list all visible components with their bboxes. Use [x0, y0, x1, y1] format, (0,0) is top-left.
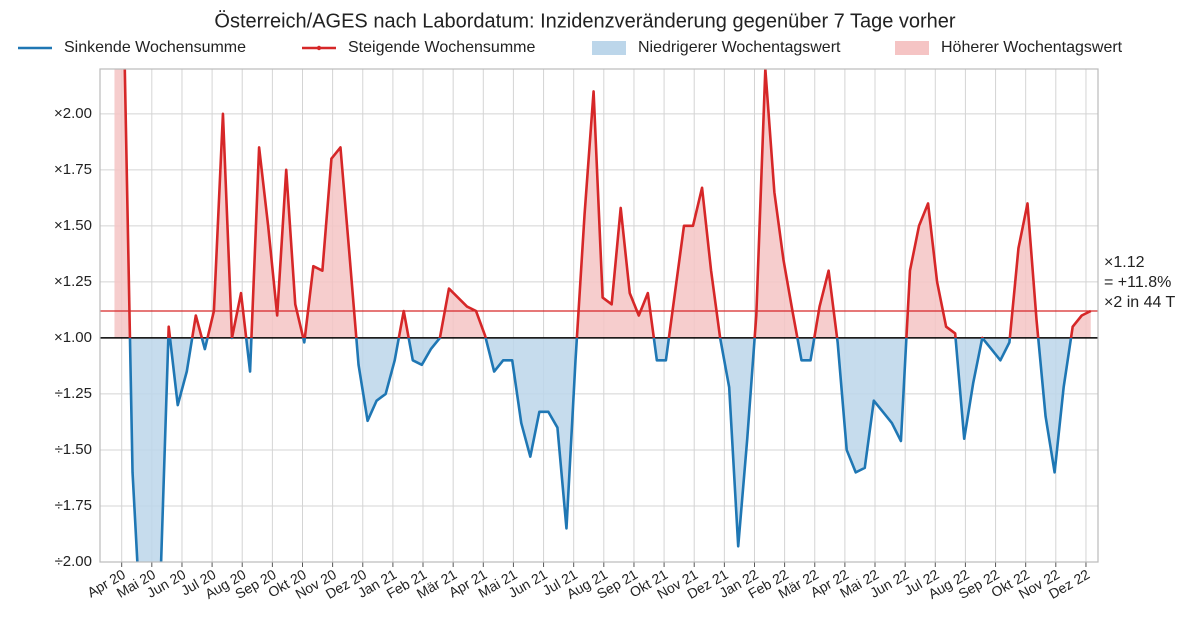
plot-frame	[99, 68, 1099, 563]
legend-swatch	[895, 41, 929, 55]
y-tick-label: ÷1.75	[55, 497, 92, 514]
y-tick-label: ×2.00	[54, 105, 92, 122]
chart-title: Österreich/AGES nach Labordatum: Inziden…	[214, 10, 956, 32]
y-tick-label: ×1.75	[54, 161, 92, 178]
area-group	[129, 337, 1072, 562]
legend-label: Höherer Wochentagswert	[941, 39, 1123, 56]
y-tick-label: ×1.00	[54, 329, 92, 346]
legend-label: Niedrigerer Wochentagswert	[638, 39, 841, 56]
y-tick-label: ÷1.25	[55, 385, 92, 402]
legend-label: Steigende Wochensumme	[348, 39, 535, 56]
legend-marker	[316, 45, 322, 51]
y-tick-label: ÷2.00	[55, 553, 92, 570]
legend-swatch	[592, 41, 626, 55]
line-group	[123, 69, 1092, 338]
reference-label: ×2 in 44 T	[1104, 294, 1176, 311]
reference-label: = +11.8%	[1104, 274, 1171, 291]
y-tick-label: ×1.25	[54, 273, 92, 290]
area-lower	[129, 337, 1072, 562]
y-tick-label: ÷1.50	[55, 441, 92, 458]
y-tick-label: ×1.50	[54, 217, 92, 234]
legend-label: Sinkende Wochensumme	[64, 39, 246, 56]
line-rising	[123, 69, 1092, 338]
reference-label: ×1.12	[1104, 254, 1145, 271]
